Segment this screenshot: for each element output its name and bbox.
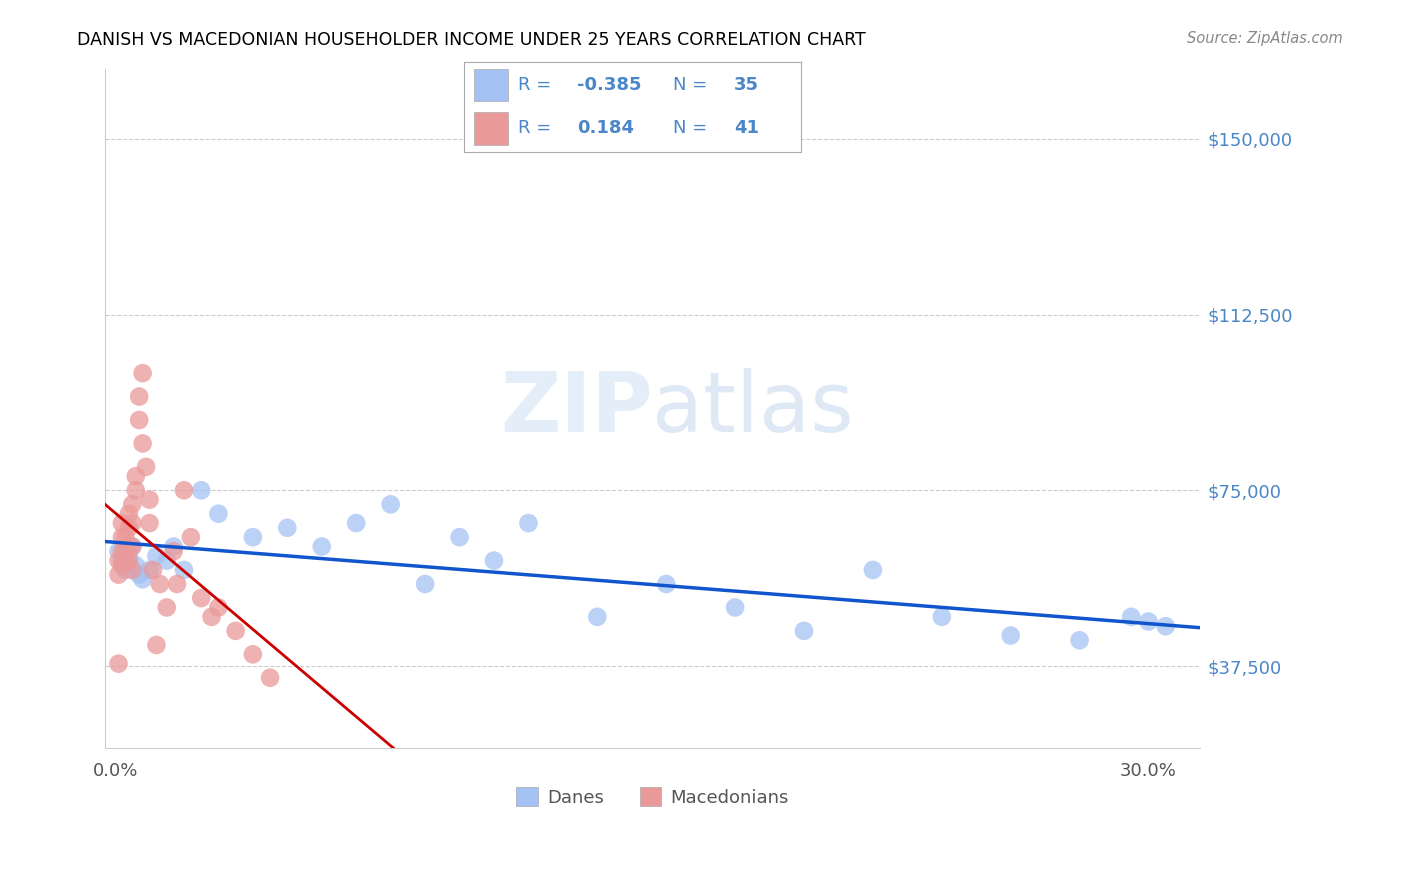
Point — [190, 483, 212, 498]
Point — [138, 516, 160, 530]
Point — [114, 553, 136, 567]
Point — [107, 567, 129, 582]
Point — [114, 530, 136, 544]
Point — [121, 497, 143, 511]
Point — [180, 530, 202, 544]
Point — [1154, 619, 1177, 633]
Point — [862, 563, 884, 577]
Point — [931, 610, 953, 624]
Legend: Danes, Macedonians: Danes, Macedonians — [509, 780, 796, 814]
Point — [118, 507, 141, 521]
Text: 41: 41 — [734, 120, 759, 137]
Point — [125, 483, 148, 498]
Point — [449, 530, 471, 544]
Text: N =: N = — [673, 120, 713, 137]
Point — [200, 610, 222, 624]
Point — [131, 572, 153, 586]
Point — [142, 563, 165, 577]
Point — [118, 553, 141, 567]
Point — [655, 577, 678, 591]
Point — [111, 516, 134, 530]
Point — [242, 530, 264, 544]
Point — [162, 540, 184, 554]
Point — [111, 558, 134, 573]
Point — [114, 544, 136, 558]
Point — [156, 600, 179, 615]
Point — [145, 549, 167, 563]
Point — [207, 507, 229, 521]
Point — [276, 521, 298, 535]
Point — [586, 610, 609, 624]
Point — [173, 483, 195, 498]
Point — [111, 553, 134, 567]
Point — [107, 657, 129, 671]
Point — [793, 624, 815, 638]
Point — [125, 469, 148, 483]
Point — [118, 540, 141, 554]
Point — [107, 553, 129, 567]
Text: 0.184: 0.184 — [576, 120, 634, 137]
Point — [724, 600, 747, 615]
Point — [138, 563, 160, 577]
Point — [121, 540, 143, 554]
Point — [156, 553, 179, 567]
Point — [118, 549, 141, 563]
Point — [190, 591, 212, 605]
Point — [131, 436, 153, 450]
Point — [413, 577, 436, 591]
Text: N =: N = — [673, 76, 713, 94]
Point — [344, 516, 367, 530]
Point — [207, 600, 229, 615]
Point — [135, 459, 157, 474]
Point — [111, 530, 134, 544]
Point — [149, 577, 172, 591]
Point — [166, 577, 188, 591]
Point — [482, 553, 505, 567]
Point — [242, 648, 264, 662]
Point — [121, 540, 143, 554]
Point — [162, 544, 184, 558]
Point — [380, 497, 402, 511]
Point — [173, 563, 195, 577]
Text: atlas: atlas — [652, 368, 855, 449]
Point — [259, 671, 281, 685]
Text: R =: R = — [517, 76, 557, 94]
Text: DANISH VS MACEDONIAN HOUSEHOLDER INCOME UNDER 25 YEARS CORRELATION CHART: DANISH VS MACEDONIAN HOUSEHOLDER INCOME … — [77, 31, 866, 49]
Point — [128, 567, 150, 582]
Point — [111, 544, 134, 558]
Point — [1000, 629, 1022, 643]
Text: Source: ZipAtlas.com: Source: ZipAtlas.com — [1187, 31, 1343, 46]
Bar — [474, 69, 508, 101]
Point — [311, 540, 333, 554]
Point — [225, 624, 247, 638]
Text: -0.385: -0.385 — [576, 76, 641, 94]
Point — [121, 516, 143, 530]
Point — [131, 366, 153, 380]
Point — [128, 390, 150, 404]
Point — [145, 638, 167, 652]
Text: ZIP: ZIP — [501, 368, 652, 449]
Text: 35: 35 — [734, 76, 759, 94]
Bar — [474, 112, 508, 145]
Point — [107, 544, 129, 558]
Point — [1137, 615, 1160, 629]
Point — [1069, 633, 1091, 648]
Point — [517, 516, 540, 530]
Point — [138, 492, 160, 507]
Point — [121, 563, 143, 577]
Point — [114, 563, 136, 577]
Point — [118, 521, 141, 535]
Point — [125, 558, 148, 573]
Point — [128, 413, 150, 427]
Point — [1121, 610, 1143, 624]
Text: R =: R = — [517, 120, 562, 137]
